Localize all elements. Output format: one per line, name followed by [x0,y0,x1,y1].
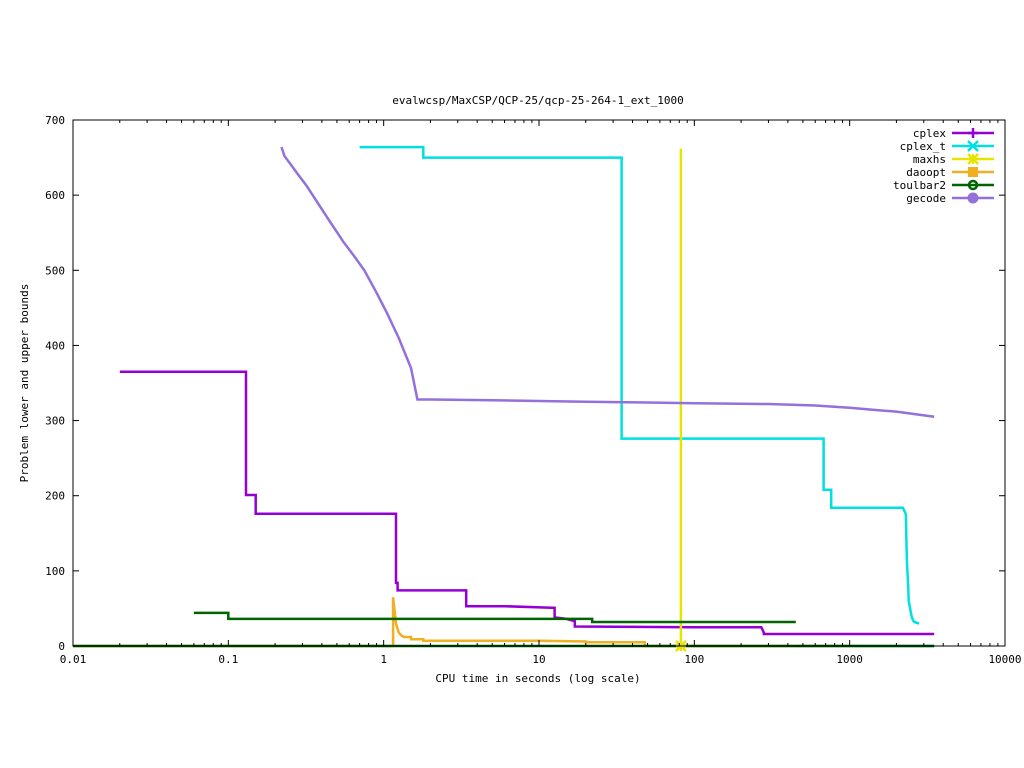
chart-title: evalwcsp/MaxCSP/QCP-25/qcp-25-264-1_ext_… [392,94,683,107]
x-tick-label: 10 [532,653,545,666]
legend-marker-cplex_t [967,140,979,152]
legend-label-daoopt: daoopt [906,166,946,179]
series-line-cplex [119,370,935,636]
legend-marker-cplex [968,128,978,138]
series-line-cplex_t [359,145,920,625]
legend-label-cplex_t: cplex_t [900,140,946,153]
y-tick-label: 300 [45,415,65,428]
legend-label-gecode: gecode [906,192,946,205]
series-line-toulbar2 [193,611,796,624]
y-tick-label: 500 [45,264,65,277]
y-tick-label: 700 [45,114,65,127]
y-tick-label: 0 [58,640,65,653]
series-line-gecode [280,146,935,419]
x-tick-label: 1000 [836,653,863,666]
x-tick-label: 10000 [988,653,1021,666]
y-axis-label: Problem lower and upper bounds [18,284,31,483]
legend-marker-toulbar2 [967,179,979,191]
x-tick-label: 1 [380,653,387,666]
x-tick-label: 0.01 [60,653,87,666]
x-tick-label: 100 [684,653,704,666]
legend-marker-maxhs [967,153,979,165]
legend-label-maxhs: maxhs [913,153,946,166]
series-line-daoopt [73,597,850,648]
x-axis-label: CPU time in seconds (log scale) [435,672,640,685]
legend-label-toulbar2: toulbar2 [893,179,946,192]
y-axis: 0 100 200 300 400 500 600 700 [45,114,1005,653]
x-tick-label: 0.1 [218,653,238,666]
y-tick-label: 600 [45,189,65,202]
legend-marker-gecode [967,192,979,204]
x-axis: 0.01 0.1 1 10 100 1000 10000 [60,120,1022,666]
y-tick-label: 100 [45,565,65,578]
y-tick-label: 200 [45,490,65,503]
legend-label-cplex: cplex [913,127,946,140]
y-tick-label: 400 [45,339,65,352]
legend-marker-daoopt [968,167,978,177]
